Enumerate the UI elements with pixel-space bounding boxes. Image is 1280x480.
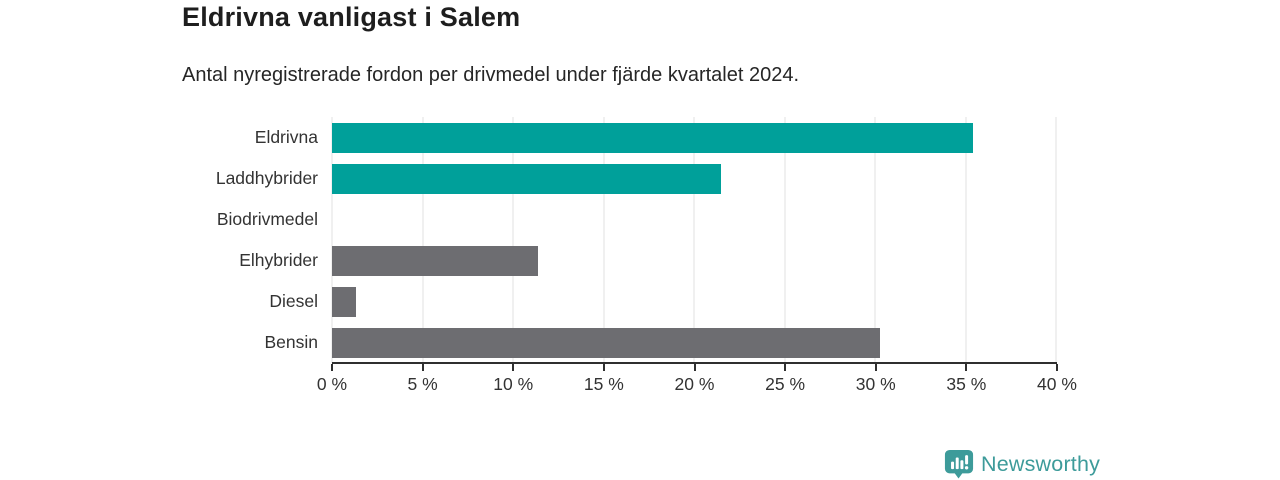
x-axis-tick xyxy=(331,364,333,371)
x-axis-tick-label: 10 % xyxy=(493,374,534,394)
gridline xyxy=(603,117,604,363)
bar xyxy=(332,245,539,276)
newsworthy-logo[interactable]: Newsworthy xyxy=(944,449,1100,479)
bar xyxy=(332,122,973,153)
bar-row xyxy=(332,158,1056,199)
newsworthy-logo-icon xyxy=(944,449,974,479)
page-title: Eldrivna vanligast i Salem xyxy=(182,2,521,32)
x-axis-tick xyxy=(693,364,696,371)
newsworthy-brand-text: Newsworthy xyxy=(981,451,1101,476)
category-label: Biodrivmedel xyxy=(216,209,318,229)
bar-row xyxy=(332,117,1056,158)
bar xyxy=(332,286,356,317)
x-axis-tick xyxy=(421,364,424,371)
gridline xyxy=(874,117,876,363)
x-axis-tick-label: 25 % xyxy=(765,374,806,394)
gridline xyxy=(693,117,695,363)
gridline xyxy=(784,117,785,363)
x-axis-tick-label: 40 % xyxy=(1037,374,1077,394)
x-axis: 0 % 5 % 10 % 15 % 20 % 25 % 30 % 35 % 40 % xyxy=(317,362,1077,404)
x-axis-tick xyxy=(1056,364,1058,371)
x-axis-tick xyxy=(512,364,515,371)
x-axis-tick-label: 35 % xyxy=(946,374,987,394)
x-axis-tick xyxy=(965,364,968,371)
x-axis-line xyxy=(332,362,1057,364)
x-axis-tick xyxy=(784,364,787,371)
x-axis-tick-label: 5 % xyxy=(407,374,438,394)
gridline xyxy=(512,117,514,363)
x-axis-tick-label: 15 % xyxy=(583,374,624,394)
bar-row xyxy=(332,240,1056,281)
x-axis-tick-label: 30 % xyxy=(855,374,896,394)
gridline xyxy=(965,117,966,363)
category-label: Laddhybrider xyxy=(215,168,318,188)
x-axis-tick xyxy=(874,364,877,371)
category-label: Diesel xyxy=(269,291,318,311)
bar xyxy=(332,327,881,358)
gridline xyxy=(331,117,333,363)
category-label: Eldrivna xyxy=(254,127,318,147)
page-subtitle: Antal nyregistrerade fordon per drivmede… xyxy=(182,64,800,86)
bar xyxy=(332,163,722,194)
bar-row xyxy=(332,281,1056,322)
category-label: Bensin xyxy=(264,332,318,352)
x-axis-tick-label: 20 % xyxy=(674,374,715,394)
gridline xyxy=(422,117,423,363)
bar-row xyxy=(332,199,1056,240)
bar-row xyxy=(332,322,1056,363)
category-labels: Eldrivna Laddhybrider Biodrivmedel Elhybrid… xyxy=(120,117,318,363)
x-axis-tick xyxy=(602,364,605,371)
plot-area xyxy=(331,117,1057,363)
category-label: Elhybrider xyxy=(239,250,318,270)
gridline xyxy=(1055,117,1057,363)
x-axis-tick-label: 0 % xyxy=(316,374,348,394)
